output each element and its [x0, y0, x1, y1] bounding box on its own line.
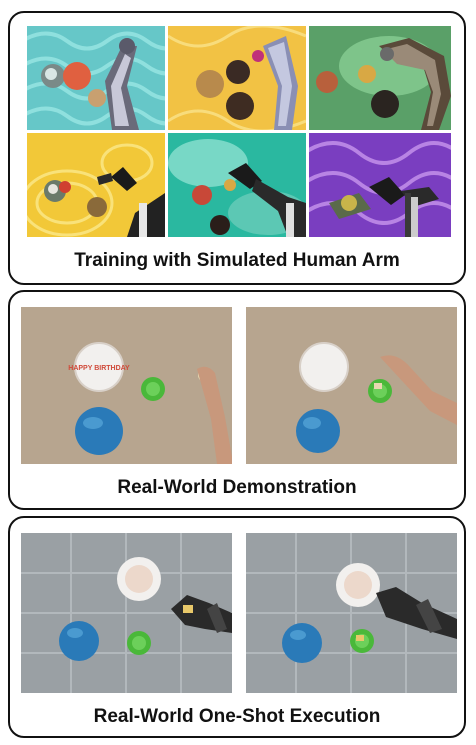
birthday-plate-text: HAPPY BIRTHDAY: [68, 365, 130, 372]
demo-image-1: HAPPY BIRTHDAY: [21, 307, 232, 464]
sim-image-5: [168, 133, 306, 237]
exec-caption: Real-World One-Shot Execution: [93, 706, 381, 727]
sim-caption: Training with Simulated Human Arm: [74, 250, 400, 271]
sim-image-3: [309, 26, 451, 130]
panel-real-world-demonstration: HAPPY BIRTHDAY Real-World Demonstration: [8, 290, 466, 510]
exec-image-1: [21, 533, 232, 693]
exec-image-2: [246, 533, 457, 693]
panel-real-world-execution: Real-World One-Shot Execution: [8, 516, 466, 738]
sim-image-6: [309, 133, 451, 237]
demo-caption: Real-World Demonstration: [117, 477, 357, 498]
demo-image-2: [246, 307, 457, 464]
sim-image-2: [168, 26, 306, 130]
sim-image-1: [27, 26, 165, 130]
sim-image-4: [27, 133, 165, 237]
panel-simulated-training: Training with Simulated Human Arm: [8, 11, 466, 285]
